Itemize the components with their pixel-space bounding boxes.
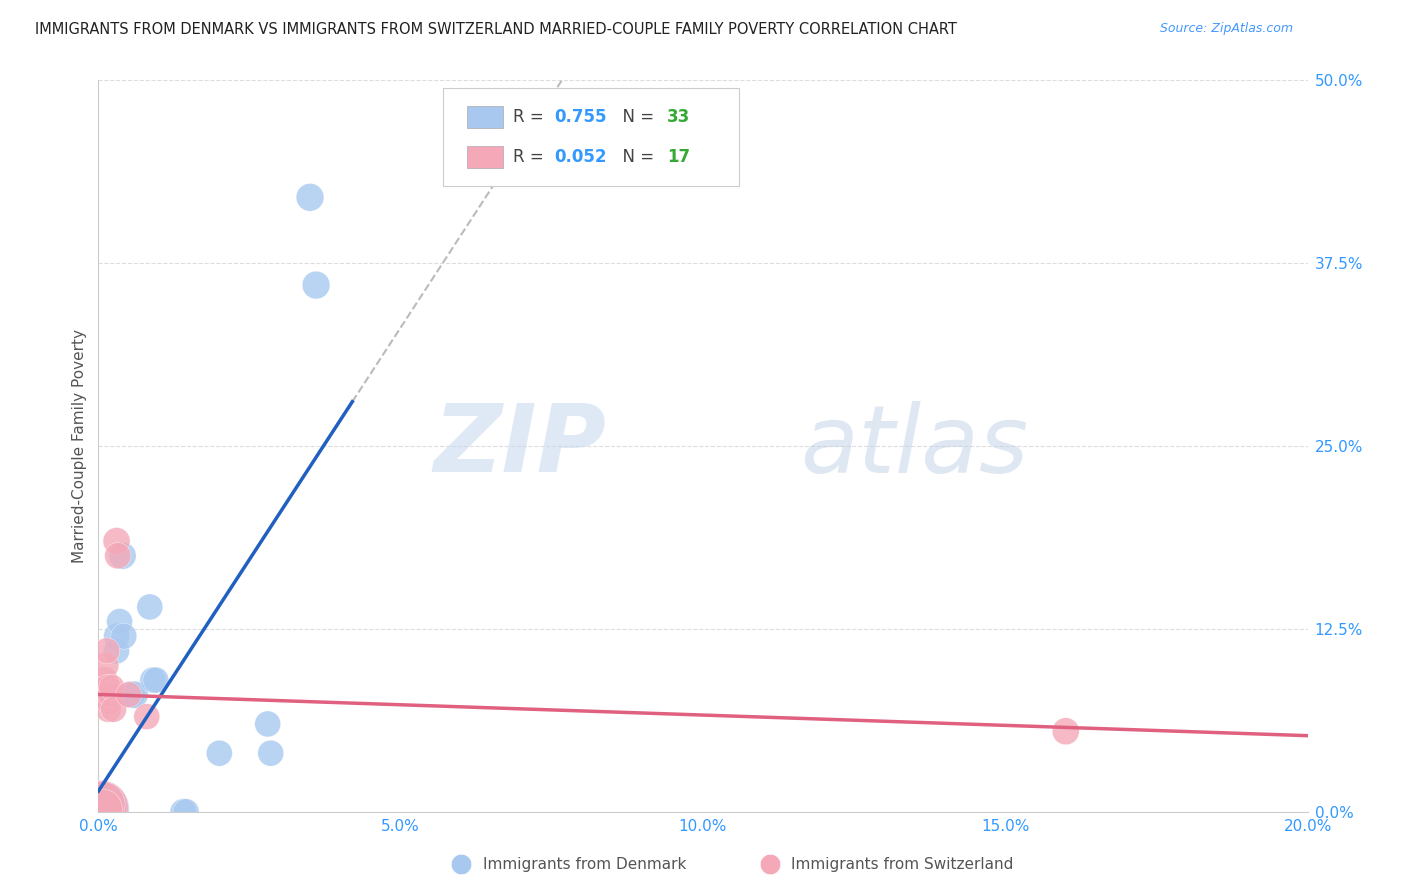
- Point: [100, 805, 122, 819]
- Text: Source: ZipAtlas.com: Source: ZipAtlas.com: [1160, 22, 1294, 36]
- Point: [108, 615, 131, 629]
- Text: 0.755: 0.755: [554, 108, 607, 126]
- Point: [98, 695, 121, 709]
- Point: [172, 805, 194, 819]
- Point: [103, 702, 125, 716]
- Point: [98, 805, 121, 819]
- Point: [91, 802, 114, 816]
- Point: [97, 803, 120, 817]
- Text: 33: 33: [666, 108, 690, 126]
- Point: [97, 798, 120, 813]
- Point: [256, 717, 278, 731]
- Point: [105, 644, 128, 658]
- Point: [100, 681, 122, 695]
- Point: [121, 688, 143, 702]
- Point: [91, 797, 114, 812]
- Point: [90, 800, 112, 814]
- Point: [1054, 724, 1077, 739]
- Point: [105, 534, 128, 549]
- FancyBboxPatch shape: [467, 146, 503, 168]
- Text: ZIP: ZIP: [433, 400, 606, 492]
- Point: [299, 190, 322, 204]
- Text: N =: N =: [613, 108, 659, 126]
- Point: [135, 709, 157, 723]
- Point: [142, 673, 165, 687]
- Point: [208, 746, 231, 760]
- Point: [94, 658, 117, 673]
- Point: [105, 629, 128, 643]
- Point: [145, 673, 167, 687]
- Point: [260, 746, 283, 760]
- Text: atlas: atlas: [800, 401, 1028, 491]
- Point: [94, 802, 117, 816]
- Point: [103, 803, 125, 817]
- Point: [107, 549, 129, 563]
- Point: [96, 803, 118, 817]
- Point: [111, 549, 134, 563]
- Point: [124, 688, 146, 702]
- Text: Immigrants from Switzerland: Immigrants from Switzerland: [792, 857, 1014, 871]
- Point: [93, 673, 115, 687]
- Point: [93, 800, 115, 814]
- Point: [94, 797, 117, 812]
- Y-axis label: Married-Couple Family Poverty: Married-Couple Family Poverty: [72, 329, 87, 563]
- Point: [174, 805, 197, 819]
- FancyBboxPatch shape: [467, 106, 503, 128]
- FancyBboxPatch shape: [443, 87, 740, 186]
- Point: [112, 629, 135, 643]
- Point: [97, 702, 120, 716]
- Point: [100, 688, 122, 702]
- Text: N =: N =: [613, 148, 659, 166]
- Text: 17: 17: [666, 148, 690, 166]
- Point: [139, 599, 162, 614]
- Point: [100, 805, 122, 819]
- Point: [91, 802, 114, 816]
- Point: [96, 681, 118, 695]
- Text: R =: R =: [513, 148, 550, 166]
- Point: [93, 796, 115, 810]
- Point: [100, 802, 122, 816]
- Text: 0.052: 0.052: [554, 148, 607, 166]
- Text: R =: R =: [513, 108, 550, 126]
- Point: [91, 798, 114, 813]
- Point: [96, 644, 118, 658]
- Point: [305, 278, 328, 293]
- Point: [98, 802, 121, 816]
- Text: Immigrants from Denmark: Immigrants from Denmark: [482, 857, 686, 871]
- Point: [118, 688, 141, 702]
- Point: [96, 800, 118, 814]
- Text: IMMIGRANTS FROM DENMARK VS IMMIGRANTS FROM SWITZERLAND MARRIED-COUPLE FAMILY POV: IMMIGRANTS FROM DENMARK VS IMMIGRANTS FR…: [35, 22, 957, 37]
